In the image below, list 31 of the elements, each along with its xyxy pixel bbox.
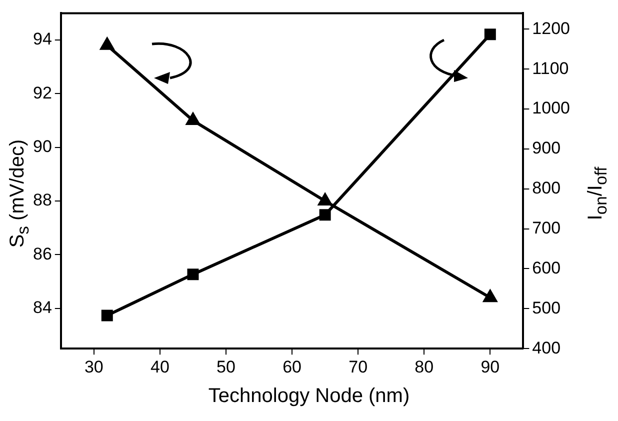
point	[484, 28, 496, 40]
y-tick-label: 88	[32, 190, 52, 210]
x-tick-label: 70	[348, 357, 368, 376]
point	[100, 38, 114, 50]
x-axis-title: Technology Node (nm)	[207, 385, 411, 408]
y2-tick-label: 900	[532, 138, 561, 158]
x-tick-label: 60	[282, 357, 302, 376]
point	[187, 268, 199, 280]
point	[318, 194, 332, 206]
y-tick-label: 90	[32, 137, 52, 156]
y2-tick-label: 500	[532, 298, 561, 318]
y2-tick-label: 800	[532, 178, 561, 198]
y-tick-label: 84	[32, 298, 52, 318]
y-tick-label: 92	[32, 83, 52, 102]
y2-tick-label: 400	[532, 338, 561, 358]
x-tick-label: 30	[84, 357, 104, 376]
y2-tick-label: 1200	[532, 18, 570, 38]
y2-tick-label: 1000	[532, 98, 570, 118]
point	[319, 209, 331, 221]
point	[483, 290, 497, 302]
point	[186, 113, 200, 126]
point	[101, 310, 113, 322]
y2-tick-label: 600	[532, 258, 561, 278]
y-tick-label: 94	[32, 30, 52, 49]
x-tick-label: 80	[414, 357, 434, 376]
x-tick-label: 50	[216, 357, 236, 376]
x-tick-label: 40	[150, 357, 170, 376]
x-tick-label: 90	[480, 357, 500, 376]
y2-tick-label: 700	[532, 218, 561, 238]
y-tick-label: 86	[32, 244, 52, 264]
y2-tick-label: 1100	[532, 58, 569, 78]
